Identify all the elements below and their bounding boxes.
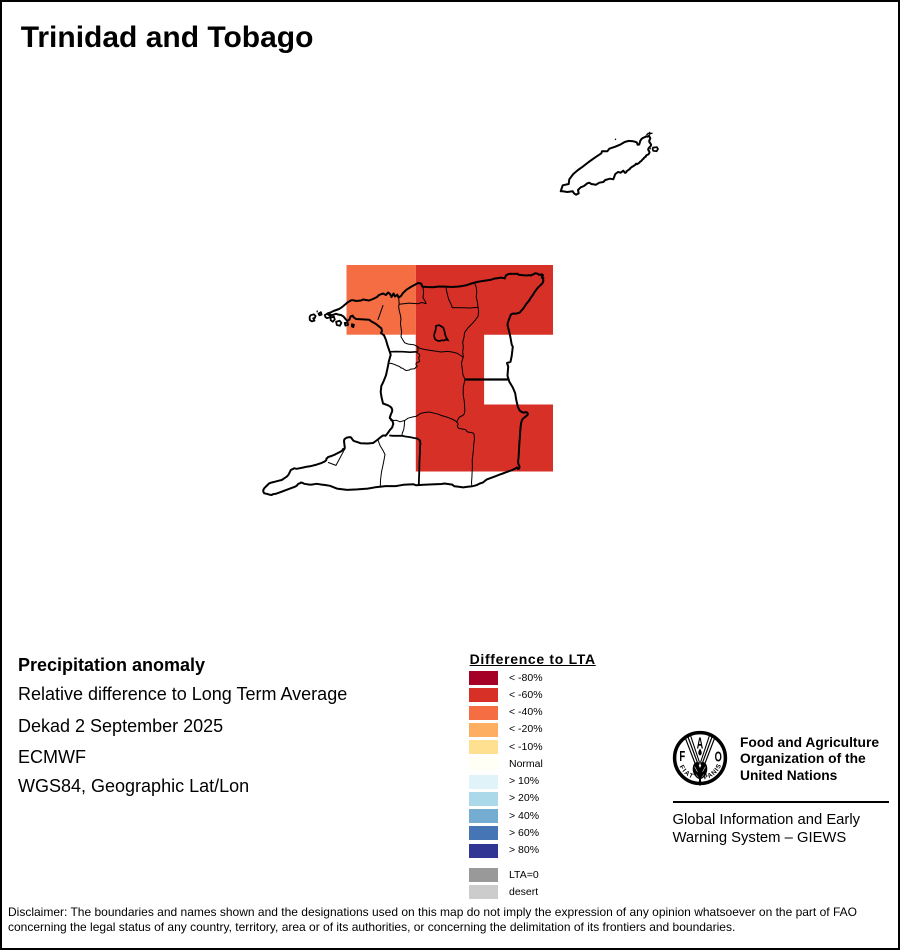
svg-text:A: A: [697, 734, 703, 753]
svg-text:F: F: [679, 748, 685, 765]
svg-text:O: O: [715, 748, 722, 765]
